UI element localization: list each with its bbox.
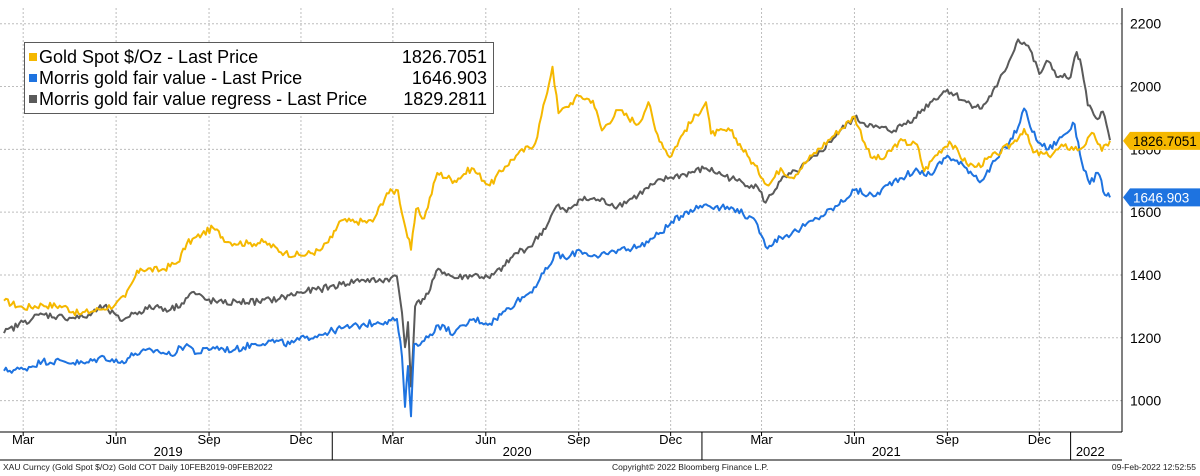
x-month-label: Dec [1028,432,1052,447]
legend-label-fair-value-regress: Morris gold fair value regress - Last Pr… [39,89,368,109]
x-month-label: Sep [936,432,959,447]
y-tick-label: 2200 [1130,16,1161,32]
legend-swatch-fair-value [29,74,37,82]
footer-copyright: Copyright© 2022 Bloomberg Finance L.P. [612,462,769,472]
x-month-label: Mar [382,432,405,447]
fair-value-last-value-tag: 1646.903 [1123,188,1200,207]
legend: Gold Spot $/Oz - Last Price 1826.7051 Mo… [24,42,494,114]
legend-entry-fair-value-regress: Morris gold fair value regress - Last Pr… [29,89,487,111]
y-tick-label: 1000 [1130,393,1161,409]
x-month-label: Dec [289,432,313,447]
gold-spot-last-value-tag-label: 1826.7051 [1133,134,1197,149]
gold-spot-line [3,65,1111,317]
legend-value-gold-spot: 1826.7051 [401,47,487,67]
series-lines [3,38,1111,418]
fair-value-last-value-tag-label: 1646.903 [1133,190,1189,205]
x-year-label: 2021 [872,444,901,459]
x-month-label: Jun [106,432,127,447]
footer-source: XAU Curncy (Gold Spot $/Oz) Gold COT Dai… [3,462,273,472]
legend-entry-gold-spot: Gold Spot $/Oz - Last Price 1826.7051 [29,47,487,69]
gridlines [0,8,1122,432]
legend-value-fair-value-regress: 1829.2811 [403,89,487,109]
gold-spot-last-value-tag-shape [1123,131,1200,150]
x-month-label: Mar [12,432,35,447]
last-value-tags: 1826.7051 1646.903 [1123,131,1200,207]
legend-entry-fair-value: Morris gold fair value - Last Price 1646… [29,68,487,90]
x-month-label: Jun [844,432,865,447]
gold-spot-last-value-tag: 1826.7051 [1123,131,1200,150]
x-month-label: Mar [750,432,773,447]
y-tick-label: 1400 [1130,267,1161,283]
fair-value-regress-line [3,38,1111,388]
legend-label-gold-spot: Gold Spot $/Oz - Last Price [39,47,259,67]
axes: 1000120014001600180020002200MarJunSepDec… [0,8,1161,461]
legend-swatch-fair-value-regress [29,95,37,103]
y-tick-label: 1200 [1130,330,1161,346]
x-month-label: Dec [659,432,683,447]
legend-swatch-gold-spot [29,53,37,61]
x-year-label: 2020 [503,444,532,459]
x-month-label: Sep [197,432,220,447]
legend-label-fair-value: Morris gold fair value - Last Price [39,68,303,88]
y-tick-label: 1600 [1130,204,1161,220]
x-month-label: Sep [567,432,590,447]
fair-value-last-value-tag-shape [1123,188,1200,207]
x-year-label: 2022 [1076,444,1105,459]
y-tick-label: 2000 [1130,79,1161,95]
x-month-label: Jun [475,432,496,447]
x-year-label: 2019 [154,444,183,459]
footer-timestamp: 09-Feb-2022 12:52:55 [1111,462,1196,472]
legend-value-fair-value: 1646.903 [411,68,487,88]
fair-value-line [3,107,1111,418]
